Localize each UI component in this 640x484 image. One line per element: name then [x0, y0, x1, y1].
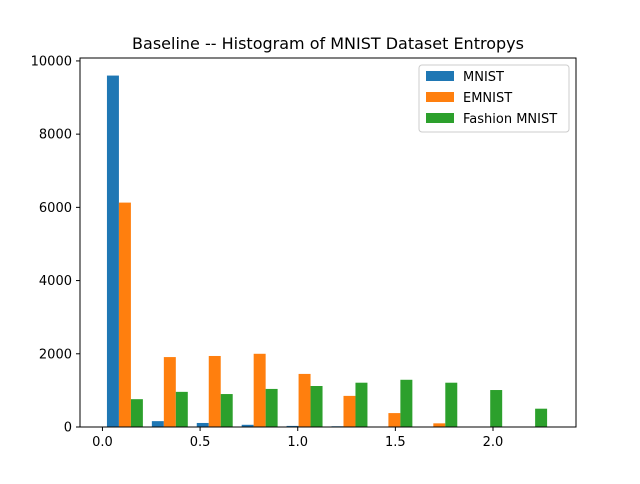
x-tick-label: 0.0: [92, 435, 113, 450]
bar-fashion-mnist: [445, 382, 458, 427]
plot-frame: [79, 57, 577, 428]
bar-emnist: [253, 353, 266, 427]
bar-fashion-mnist: [175, 391, 188, 427]
x-tick-label: 1.5: [385, 435, 406, 450]
bar-mnist: [196, 422, 209, 427]
bars-layer: [106, 75, 548, 428]
legend-label: Fashion MNIST: [463, 112, 557, 127]
bar-fashion-mnist: [535, 408, 548, 427]
bar-emnist: [163, 357, 176, 427]
bar-emnist: [343, 395, 356, 427]
bar-emnist: [298, 373, 311, 427]
y-tick-label: 8000: [39, 128, 72, 143]
chart-title: Baseline -- Histogram of MNIST Dataset E…: [132, 34, 524, 53]
y-tick-label: 6000: [39, 201, 72, 216]
y-tick-label: 0: [64, 421, 72, 436]
bar-fashion-mnist: [265, 388, 278, 427]
y-tick-label: 2000: [39, 347, 72, 362]
bar-fashion-mnist: [490, 390, 503, 427]
bar-fashion-mnist: [220, 394, 233, 427]
legend: MNIST EMNIST Fashion MNIST: [418, 64, 570, 133]
bar-emnist: [118, 202, 131, 427]
legend-box: [418, 64, 570, 133]
bar-emnist: [208, 355, 221, 427]
y-tick-label: 10000: [31, 54, 72, 69]
x-tick-label: 1.0: [287, 435, 308, 450]
legend-label: EMNIST: [463, 91, 512, 106]
axes-layer: 0.0 0.5 1.0 1.5 2.0 0 2000 4000 6000 8000 10000: [31, 54, 577, 450]
bar-mnist: [106, 75, 119, 428]
bar-emnist: [388, 413, 401, 427]
x-tick-label: 2.0: [483, 435, 504, 450]
legend-swatch: [426, 92, 454, 102]
bar-fashion-mnist: [355, 382, 368, 427]
bar-fashion-mnist: [400, 379, 413, 427]
legend-swatch: [426, 71, 454, 81]
bar-mnist: [241, 424, 254, 427]
y-tick-label: 4000: [39, 274, 72, 289]
bar-mnist: [286, 425, 299, 427]
x-tick-label: 0.5: [190, 435, 211, 450]
bar-fashion-mnist: [130, 399, 143, 427]
bar-emnist: [433, 423, 446, 427]
bar-mnist: [151, 421, 164, 427]
legend-swatch: [426, 113, 454, 123]
legend-label: MNIST: [463, 70, 504, 85]
bar-fashion-mnist: [310, 386, 323, 427]
